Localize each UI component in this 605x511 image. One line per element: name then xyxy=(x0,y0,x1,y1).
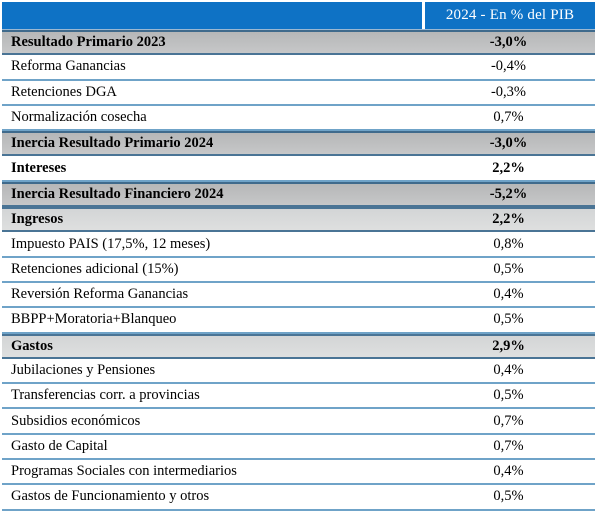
row-value: 0,7% xyxy=(493,109,524,126)
row-value: 0,5% xyxy=(493,260,524,277)
table-row: Subsidios económicos 0,7% xyxy=(2,409,595,435)
table-row: Gasto de Capital 0,7% xyxy=(2,434,595,461)
table-row: Transferencias corr. a provincias 0,5% xyxy=(2,384,595,410)
row-label: Inercia Resultado Financiero 2024 xyxy=(11,185,224,202)
table-row: Jubilaciones y Pensiones 0,4% xyxy=(2,358,595,385)
row-value: -3,0% xyxy=(489,34,528,51)
row-value: -5,2% xyxy=(489,185,528,202)
row-value: -0,4% xyxy=(490,58,527,75)
row-value: 2,9% xyxy=(492,337,525,354)
table-row: Impuesto PAIS (17,5%, 12 meses) 0,8% xyxy=(2,232,595,258)
row-value: 0,5% xyxy=(493,387,524,404)
row-label: Inercia Resultado Primario 2024 xyxy=(11,135,214,152)
row-label: Normalización cosecha xyxy=(11,109,147,126)
row-label: Reversión Reforma Ganancias xyxy=(11,286,189,303)
table-row: Inercia Resultado Primario 2024 -3,0% xyxy=(2,131,595,157)
row-label: Retenciones adicional (15%) xyxy=(11,260,179,277)
header-empty-cell xyxy=(2,2,422,29)
row-value: 2,2% xyxy=(492,211,525,228)
row-value: 0,5% xyxy=(493,488,524,505)
row-label: Resultado Primario 2023 xyxy=(11,34,166,51)
table-row: Programas Sociales con intermediarios 0,… xyxy=(2,460,595,486)
table-row: Retenciones adicional (15%) 0,5% xyxy=(2,257,595,283)
row-value: 0,5% xyxy=(493,311,524,328)
table-row: Gastos 2,9% xyxy=(2,333,595,359)
row-label: Ingresos xyxy=(11,211,64,228)
row-value: -0,3% xyxy=(490,83,527,100)
row-label: Gastos xyxy=(11,337,53,354)
row-label: Jubilaciones y Pensiones xyxy=(11,362,156,378)
row-value: -3,0% xyxy=(489,135,528,152)
row-label: Subsidios económicos xyxy=(11,412,141,429)
row-label: Transferencias corr. a provincias xyxy=(11,387,200,404)
row-label: Gasto de Capital xyxy=(11,437,108,454)
row-value: 0,4% xyxy=(493,362,524,378)
row-label: Impuesto PAIS (17,5%, 12 meses) xyxy=(11,235,211,252)
table-row: Gastos de Funcionamiento y otros 0,5% xyxy=(2,485,595,511)
row-label: Gastos de Funcionamiento y otros xyxy=(11,488,210,505)
row-label: Intereses xyxy=(11,159,67,176)
row-value: 0,7% xyxy=(493,437,524,454)
table-row: Reforma Ganancias -0,4% xyxy=(2,55,595,81)
table-row: Resultado Primario 2023 -3,0% xyxy=(2,30,595,56)
row-value: 0,4% xyxy=(493,286,524,303)
table-row: BBPP+Moratoria+Blanqueo 0,5% xyxy=(2,308,595,334)
table-header-row: 2024 - En % del PIB xyxy=(2,2,595,30)
row-value: 0,7% xyxy=(493,412,524,429)
row-label: BBPP+Moratoria+Blanqueo xyxy=(11,311,177,328)
table-row: Normalización cosecha 0,7% xyxy=(2,105,595,132)
fiscal-results-table: 2024 - En % del PIB Resultado Primario 2… xyxy=(2,2,595,511)
row-value: 0,8% xyxy=(493,235,524,252)
row-label: Reforma Ganancias xyxy=(11,58,126,75)
row-value: 2,2% xyxy=(492,159,525,176)
table-row: Ingresos 2,2% xyxy=(2,207,595,233)
table-row: Intereses 2,2% xyxy=(2,156,595,182)
row-value: 0,4% xyxy=(493,463,524,480)
row-label: Retenciones DGA xyxy=(11,83,117,100)
row-label: Programas Sociales con intermediarios xyxy=(11,463,237,480)
table-row: Inercia Resultado Financiero 2024 -5,2% xyxy=(2,181,595,208)
table-row: Retenciones DGA -0,3% xyxy=(2,80,595,106)
header-value-column-label: 2024 - En % del PIB xyxy=(422,2,595,29)
table-row: Reversión Reforma Ganancias 0,4% xyxy=(2,282,595,309)
